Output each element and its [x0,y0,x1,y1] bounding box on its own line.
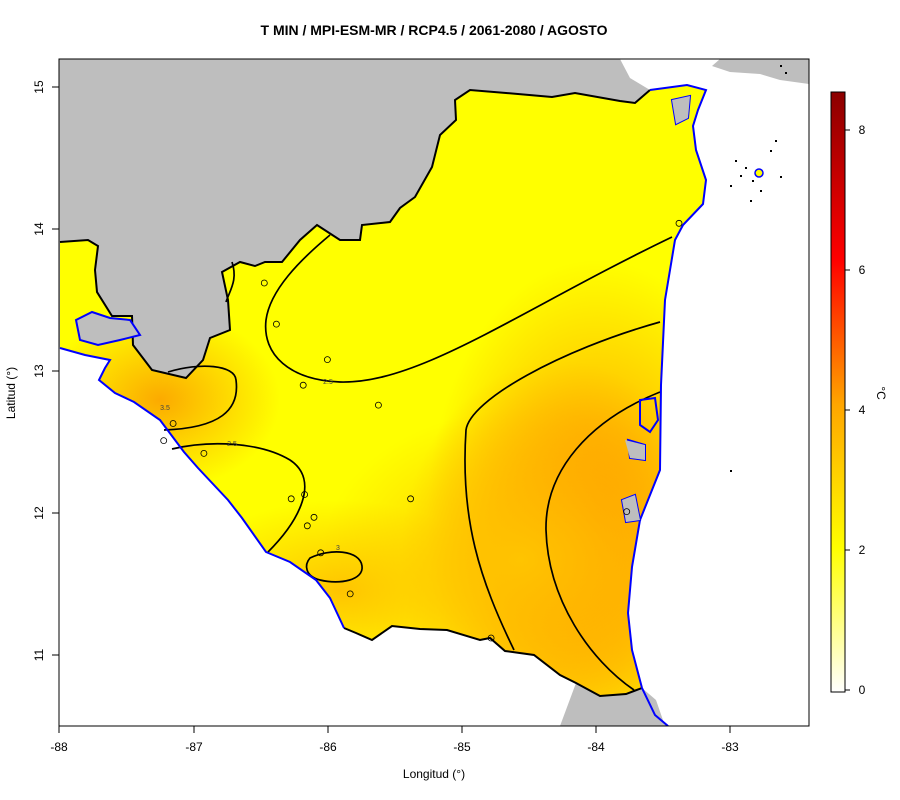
y-axis-label: Latitud (°) [4,367,18,419]
station-marker [160,437,168,445]
bay-fill [622,495,640,522]
x-tick-label: -83 [721,740,739,754]
contour-line [545,391,661,691]
station-marker [487,634,495,642]
contour-line [305,551,363,583]
station-marker [169,420,177,427]
caribbean-coast [626,83,708,726]
pacific-ocean [59,348,576,726]
colorbar-tick-label: 8 [859,123,866,137]
x-tick-label: -86 [319,740,337,754]
station-marker [323,356,331,364]
contour-line [464,321,661,651]
contour-label: 2.5 [227,441,237,448]
x-ticks [58,726,731,733]
station-marker [272,320,280,328]
x-tick-label: -84 [587,740,605,754]
colorbar-tick-label: 0 [859,683,866,697]
costa-rica-coast [642,688,668,726]
contour-line [264,234,673,383]
station-marker [374,401,382,409]
station-marker [301,491,309,498]
station-marker [287,495,295,503]
y-tick-label: 13 [32,364,46,378]
coastlines [59,83,708,726]
station-marker [346,590,354,598]
north-coast-land [712,59,809,84]
colorbar-tick-label: 4 [859,403,866,417]
x-tick-label: -88 [50,740,68,754]
pearl-lagoon [639,396,660,434]
x-tick-label: -87 [185,740,203,754]
corn-island [754,168,764,178]
lagoon-fill [625,440,645,460]
station-markers [160,219,683,642]
station-marker [407,495,415,503]
station-marker [200,449,208,457]
contour-line [171,442,306,553]
lagoon-north-fill [672,96,690,124]
contour-label: 2.5 [323,379,333,386]
y-tick-label: 15 [32,80,46,94]
y-axis: 11 12 13 14 15 Latitud (°) [4,80,60,661]
gulf-of-fonseca [74,310,142,347]
chart-title: T MIN / MPI-ESM-MR / RCP4.5 / 2061-2080 … [261,22,608,38]
station-marker [303,522,311,530]
colorbar: 0 2 4 6 8 °C [830,91,888,697]
pacific-coast [59,347,345,629]
station-marker [260,279,268,287]
colorbar-unit-label: °C [874,386,888,400]
x-axis-label: Longitud (°) [403,767,465,781]
costa-rica-border [343,624,643,698]
cays-dots [730,65,787,472]
x-tick-label: -85 [453,740,471,754]
y-tick-label: 11 [32,648,46,661]
station-marker [675,219,683,227]
country-borders [59,88,651,698]
caribbean-sea [620,59,809,726]
station-marker [623,508,631,516]
colorbar-ramp [830,91,846,693]
station-marker [317,549,325,557]
honduras-border [59,88,651,380]
contour-label: 3.5 [160,405,170,412]
y-tick-label: 12 [32,506,46,520]
station-marker [310,513,318,521]
station-marker [299,381,307,389]
y-tick-label: 14 [32,222,46,236]
colorbar-tick-label: 2 [859,543,866,557]
contour-lines [163,234,673,691]
map-panel: 2.5 3.5 2.5 3 [59,59,809,726]
colorbar-tick-label: 6 [859,263,866,277]
x-axis: -88 -87 -86 -85 -84 -83 Longitud (°) [50,725,739,781]
contour-label: 3 [336,545,340,552]
